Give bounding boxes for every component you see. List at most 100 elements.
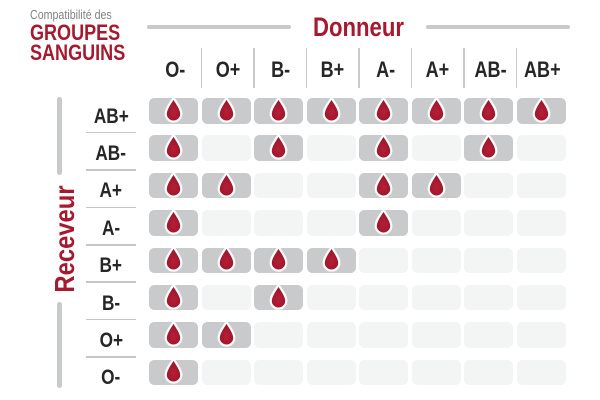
cell-A+-from-A- <box>359 171 412 210</box>
compatible-pill <box>359 96 408 124</box>
blood-drop-icon <box>164 320 183 347</box>
compatible-pill <box>464 133 513 161</box>
compatible-pill <box>254 133 303 161</box>
receiver-axis-line-bottom <box>57 302 62 388</box>
cell-AB--from-A+ <box>411 135 465 172</box>
empty-pill <box>306 284 356 311</box>
row-label-text: B- <box>101 291 121 315</box>
column-header-B-: B- <box>253 46 307 88</box>
cell-O+-from-A+ <box>411 322 465 359</box>
empty-pill <box>201 135 251 161</box>
cell-B--from-AB+ <box>516 284 570 322</box>
compatible-pill <box>359 171 408 199</box>
compatible-pill <box>464 96 513 124</box>
cell-AB+-from-AB+ <box>516 96 570 135</box>
cell-AB--from-O- <box>149 133 202 172</box>
cell-B+-from-B- <box>254 245 307 285</box>
cell-AB+-from-O+ <box>201 96 255 135</box>
row-label-text: AB- <box>95 142 127 166</box>
cell-B+-from-A- <box>359 247 412 285</box>
column-header-label: O+ <box>215 57 241 82</box>
blood-drop-icon <box>322 96 340 123</box>
blood-drop-icon <box>164 358 183 385</box>
cell-O+-from-A- <box>359 322 412 359</box>
compatible-pill <box>516 96 566 124</box>
compatible-pill <box>201 171 251 199</box>
row-label-text: B+ <box>99 254 123 278</box>
cell-A--from-B+ <box>306 210 360 247</box>
cell-B+-from-A+ <box>411 247 465 285</box>
cell-AB--from-AB- <box>464 133 517 172</box>
blood-drop-icon <box>479 133 498 160</box>
cell-AB--from-B- <box>254 133 307 172</box>
empty-pill <box>411 322 461 348</box>
empty-pill <box>254 210 303 236</box>
cell-B--from-A+ <box>411 284 465 322</box>
cell-AB--from-O+ <box>201 135 255 172</box>
cell-O--from-AB- <box>464 359 517 397</box>
blood-drop-icon <box>164 208 183 235</box>
empty-pill <box>464 322 513 348</box>
cell-O--from-B+ <box>306 359 360 397</box>
blood-drop-icon <box>164 96 183 123</box>
column-headers: O- O+ B- B+ A- A+ AB- AB+ <box>149 46 569 88</box>
empty-pill <box>411 247 461 274</box>
compatible-pill <box>201 320 251 348</box>
cell-B+-from-AB+ <box>516 247 570 285</box>
row-label-text: A+ <box>99 179 123 203</box>
column-header-A-: A- <box>358 46 412 88</box>
compatible-pill <box>201 245 251 274</box>
cell-A+-from-AB+ <box>516 172 570 210</box>
empty-pill <box>411 135 461 161</box>
empty-pill <box>306 322 356 348</box>
blood-drop-icon <box>164 245 183 272</box>
row-label-AB+: AB+ <box>85 98 137 135</box>
donor-axis-line-left <box>147 24 291 30</box>
cell-A--from-AB- <box>464 210 517 247</box>
empty-pill <box>201 210 251 236</box>
compatible-pill <box>411 96 461 124</box>
blood-drop-icon <box>269 96 288 123</box>
row-label-B+: B+ <box>85 248 137 285</box>
column-header-A+: A+ <box>410 46 465 88</box>
donor-axis-line-right <box>426 24 570 30</box>
empty-pill <box>464 210 513 236</box>
row-label-text: A- <box>101 216 121 240</box>
empty-pill <box>254 172 303 199</box>
blood-drop-icon <box>164 171 183 198</box>
column-header-O-: O- <box>149 46 202 88</box>
empty-pill <box>464 284 513 311</box>
donor-axis-header: Donneur <box>147 12 570 42</box>
cell-B--from-A- <box>359 284 412 322</box>
cell-B--from-O+ <box>201 284 255 322</box>
compatible-pill <box>254 245 303 274</box>
blood-drop-icon <box>217 171 235 198</box>
blood-drop-icon <box>269 133 288 160</box>
empty-pill <box>201 284 251 311</box>
cell-B--from-AB- <box>464 284 517 322</box>
cell-AB--from-A- <box>359 133 412 172</box>
empty-pill <box>359 284 408 311</box>
compatible-pill <box>149 171 198 199</box>
row-label-text: AB+ <box>93 104 129 128</box>
row-label-B-: B- <box>85 285 137 322</box>
blood-drop-icon <box>322 245 340 272</box>
cell-O+-from-AB+ <box>516 322 570 359</box>
compatible-pill <box>254 283 303 311</box>
cell-AB--from-B+ <box>306 135 360 172</box>
empty-pill <box>411 359 461 386</box>
cell-O+-from-B- <box>254 322 307 359</box>
cell-AB+-from-O- <box>149 96 202 135</box>
cell-O+-from-B+ <box>306 322 360 359</box>
blood-drop-icon <box>427 96 445 123</box>
empty-pill <box>411 210 461 236</box>
empty-pill <box>306 135 356 161</box>
compatible-pill <box>254 96 303 124</box>
cell-O--from-O+ <box>201 359 255 397</box>
cell-A--from-AB+ <box>516 210 570 247</box>
cell-A--from-O+ <box>201 210 255 247</box>
cell-AB+-from-B+ <box>306 96 360 135</box>
row-label-A-: A- <box>85 210 137 247</box>
column-header-label: B+ <box>320 57 345 82</box>
